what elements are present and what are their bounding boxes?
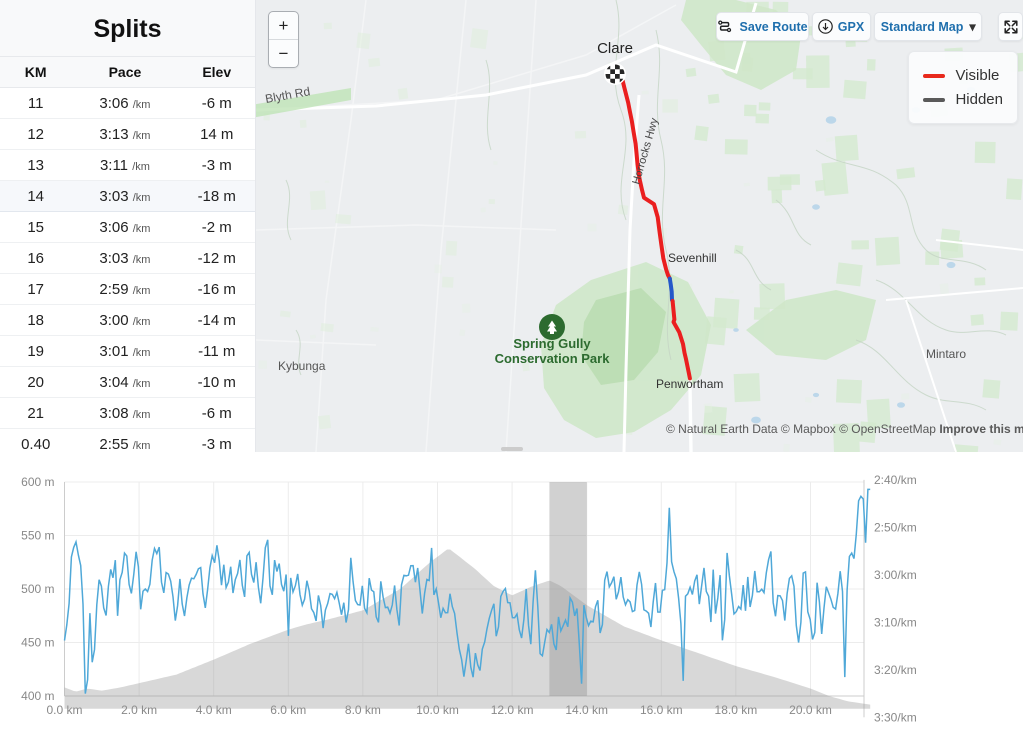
svg-text:3:10/km: 3:10/km bbox=[874, 615, 917, 629]
svg-text:500 m: 500 m bbox=[21, 582, 54, 596]
svg-text:Mintaro: Mintaro bbox=[926, 347, 966, 361]
svg-text:3:30/km: 3:30/km bbox=[874, 710, 917, 724]
svg-text:Conservation Park: Conservation Park bbox=[495, 351, 611, 366]
svg-text:450 m: 450 m bbox=[21, 636, 54, 650]
svg-text:600 m: 600 m bbox=[21, 475, 54, 489]
svg-text:2:40/km: 2:40/km bbox=[874, 473, 917, 487]
svg-text:2:50/km: 2:50/km bbox=[874, 520, 917, 534]
svg-text:Sevenhill: Sevenhill bbox=[668, 251, 717, 265]
svg-text:Kybunga: Kybunga bbox=[278, 359, 326, 373]
svg-text:3:20/km: 3:20/km bbox=[874, 663, 917, 677]
svg-text:Clare: Clare bbox=[597, 40, 633, 57]
svg-text:3:00/km: 3:00/km bbox=[874, 568, 917, 582]
svg-text:Spring Gully: Spring Gully bbox=[513, 336, 591, 351]
svg-text:550 m: 550 m bbox=[21, 529, 54, 543]
svg-text:400 m: 400 m bbox=[21, 689, 54, 703]
svg-text:Penwortham: Penwortham bbox=[656, 377, 723, 391]
